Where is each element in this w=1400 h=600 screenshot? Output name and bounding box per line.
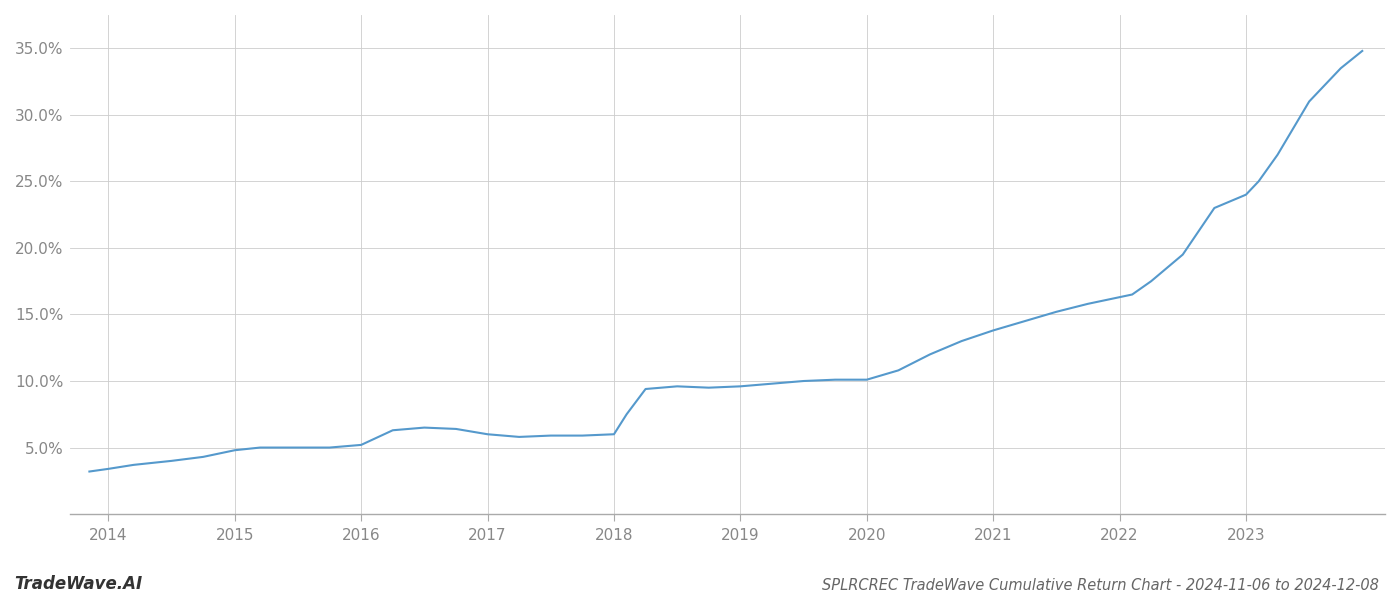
Text: SPLRCREC TradeWave Cumulative Return Chart - 2024-11-06 to 2024-12-08: SPLRCREC TradeWave Cumulative Return Cha…	[822, 578, 1379, 593]
Text: TradeWave.AI: TradeWave.AI	[14, 575, 143, 593]
